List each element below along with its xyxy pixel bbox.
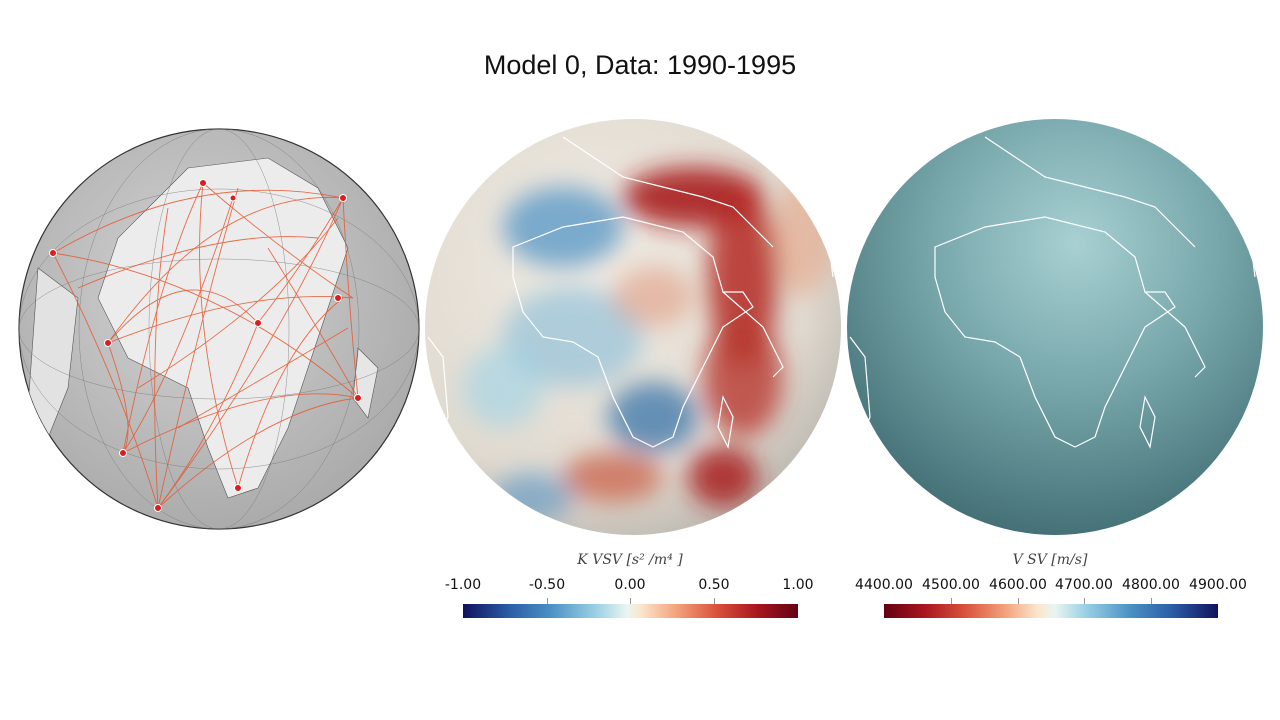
velocity-tick: 4800.00 [1122, 577, 1180, 593]
kernel-colorbar: K VSV [s² /m⁴ ] -1.00 -0.50 0.00 0.50 1.… [440, 552, 820, 624]
ray-path-globe-svg [18, 128, 420, 530]
kernel-tick-mark [714, 598, 715, 604]
kernel-tick: 1.00 [782, 577, 814, 593]
kernel-colorbar-label: K VSV [s² /m⁴ ] [577, 552, 683, 568]
velocity-colorbar-label: V SV [m/s] [1012, 552, 1088, 568]
velocity-tick-mark [951, 598, 952, 604]
kernel-tick: 0.50 [698, 577, 730, 593]
velocity-tick-mark [1151, 598, 1152, 604]
velocity-globe-svg [847, 119, 1263, 535]
ray-paths [52, 182, 359, 509]
velocity-tick: 4500.00 [922, 577, 980, 593]
kernel-colorbar-gradient [463, 604, 798, 618]
kernel-tick-mark [547, 598, 548, 604]
kernel-colorbar-ticks: -1.00 -0.50 0.00 0.50 1.00 [440, 577, 820, 595]
kernel-tick: -1.00 [444, 577, 482, 593]
kernel-tick: -0.50 [528, 577, 566, 593]
kernel-tick-mark [630, 598, 631, 604]
kernel-tick: 0.00 [614, 577, 646, 593]
velocity-colorbar-gradient [884, 604, 1218, 618]
page-title: Model 0, Data: 1990-1995 [483, 50, 797, 80]
station-markers [49, 179, 362, 512]
ray-path-globe [18, 128, 420, 530]
velocity-colorbar-ticks: 4400.00 4500.00 4600.00 4700.00 4800.00 … [855, 577, 1247, 595]
kernel-globe [423, 117, 843, 537]
velocity-globe [845, 117, 1265, 537]
kernel-globe-svg [425, 119, 841, 535]
velocity-tick: 4900.00 [1189, 577, 1247, 593]
velocity-tick: 4600.00 [989, 577, 1047, 593]
velocity-tick: 4400.00 [855, 577, 913, 593]
velocity-colorbar: V SV [m/s] 4400.00 4500.00 4600.00 4700.… [855, 552, 1247, 624]
velocity-tick-mark [1018, 598, 1019, 604]
velocity-tick-mark [1084, 598, 1085, 604]
velocity-tick: 4700.00 [1055, 577, 1113, 593]
